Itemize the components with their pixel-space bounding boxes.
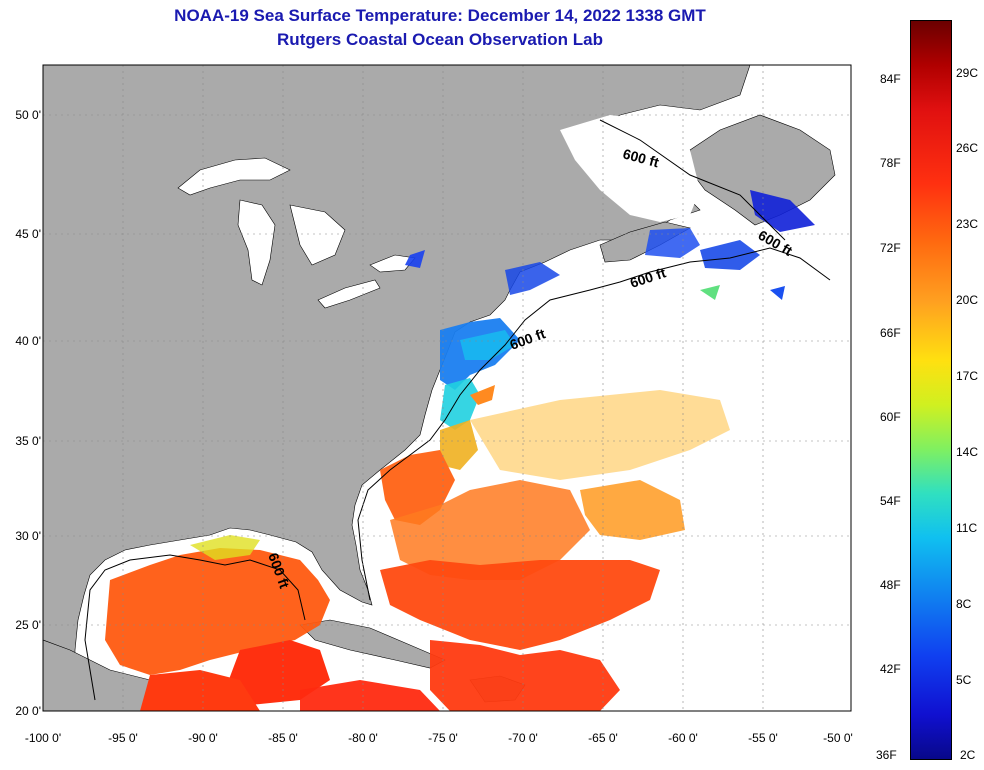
colorbar-f-label: 36F xyxy=(876,748,897,762)
great-lake-superior xyxy=(177,157,291,196)
colorbar-c-label: 23C xyxy=(956,217,979,231)
map-subtitle: Rutgers Coastal Ocean Observation Lab xyxy=(277,30,603,49)
lat-label: 30 0' xyxy=(15,529,41,543)
great-lake-erie xyxy=(317,279,381,309)
colorbar-c-label: 17C xyxy=(956,369,979,383)
colorbar-c-label: 26C xyxy=(956,141,979,155)
map-frame xyxy=(42,64,852,712)
bathymetry-contour-600ft xyxy=(84,119,831,701)
sst-map: 600 ft 600 ft 600 ft 600 ft 600 ft 50 0'… xyxy=(15,64,853,745)
lat-label: 35 0' xyxy=(15,434,41,448)
lon-label: -60 0' xyxy=(668,731,698,745)
lon-label: -70 0' xyxy=(508,731,538,745)
colorbar-f-label: 66F xyxy=(880,326,901,340)
lat-label: 40 0' xyxy=(15,334,41,348)
colorbar-c-label: 5C xyxy=(956,673,972,687)
colorbar-f-label: 78F xyxy=(880,156,901,170)
lon-label: -65 0' xyxy=(588,731,618,745)
colorbar-f-label: 54F xyxy=(880,494,901,508)
latitude-axis: 50 0' 45 0' 40 0' 35 0' 30 0' 25 0' 20 0… xyxy=(15,108,41,718)
temperature-colorbar xyxy=(910,20,952,760)
colorbar-f-label: 42F xyxy=(880,662,901,676)
lon-label: -80 0' xyxy=(348,731,378,745)
colorbar-f-label: 84F xyxy=(880,72,901,86)
colorbar-c-label: 14C xyxy=(956,445,979,459)
land-newfoundland xyxy=(689,114,836,226)
lon-label: -85 0' xyxy=(268,731,298,745)
grid xyxy=(43,65,851,711)
lat-label: 50 0' xyxy=(15,108,41,122)
colorbar-f-label: 48F xyxy=(880,578,901,592)
gulf-st-lawrence xyxy=(560,115,700,222)
lon-label: -95 0' xyxy=(108,731,138,745)
lat-label: 25 0' xyxy=(15,618,41,632)
lon-label: -100 0' xyxy=(25,731,61,745)
lat-label: 20 0' xyxy=(15,704,41,718)
lon-label: -90 0' xyxy=(188,731,218,745)
great-lake-michigan xyxy=(237,199,276,286)
lon-label: -55 0' xyxy=(748,731,778,745)
lon-label: -50 0' xyxy=(823,731,853,745)
colorbar-c-label: 11C xyxy=(956,521,978,535)
longitude-axis: -100 0' -95 0' -90 0' -85 0' -80 0' -75 … xyxy=(25,731,853,745)
colorbar-c-label: 2C xyxy=(960,748,976,762)
colorbar-c-label: 8C xyxy=(956,597,972,611)
map-title: NOAA-19 Sea Surface Temperature: Decembe… xyxy=(174,6,706,25)
sst-field xyxy=(105,190,815,711)
colorbar-c-label: 29C xyxy=(956,66,979,80)
lat-label: 45 0' xyxy=(15,227,41,241)
lon-label: -75 0' xyxy=(428,731,458,745)
colorbar-c-label: 20C xyxy=(956,293,979,307)
colorbar-f-label: 60F xyxy=(880,410,901,424)
land-mass xyxy=(43,65,751,711)
great-lake-huron xyxy=(289,204,346,266)
colorbar-f-label: 72F xyxy=(880,241,901,255)
